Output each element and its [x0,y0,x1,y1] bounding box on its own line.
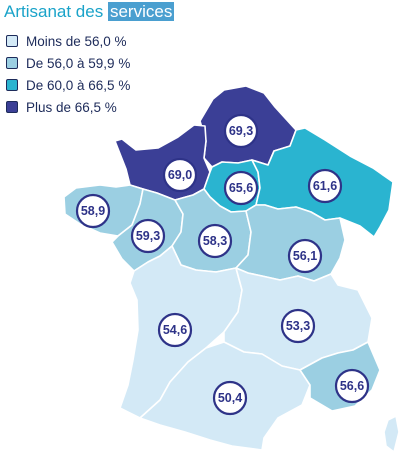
value-label: 56,1 [293,249,317,263]
badge-bretagne: 58,9 [75,193,111,229]
legend-item-mid-low: De 56,0 à 59,9 % [6,52,130,74]
legend-swatch [6,79,18,91]
legend-swatch [6,101,18,113]
value-label: 69,0 [168,168,192,182]
value-label: 59,3 [136,229,160,243]
region-corse [383,415,400,453]
legend-label: Plus de 66,5 % [26,99,117,115]
badge-hauts-de-france: 69,3 [223,113,259,149]
value-label: 56,6 [340,379,364,393]
legend-item-high: Plus de 66,5 % [6,96,130,118]
legend: Moins de 56,0 % De 56,0 à 59,9 % De 60,0… [6,30,130,118]
value-label: 58,9 [81,204,105,218]
badge-occitanie: 50,4 [212,380,248,416]
map-title: Artisanat des services [4,2,175,22]
legend-swatch [6,35,18,47]
value-label: 58,3 [203,234,227,248]
badge-auvergne-rhone-alpes: 53,3 [280,308,316,344]
legend-swatch [6,57,18,69]
value-label: 61,6 [313,179,337,193]
legend-item-low: Moins de 56,0 % [6,30,130,52]
badge-provence-alpes-cote-dazur: 56,6 [334,368,370,404]
badge-grand-est: 61,6 [307,168,343,204]
badge-normandie: 69,0 [162,157,198,193]
value-label: 65,6 [229,181,253,195]
badge-bourgogne-franche-comte: 56,1 [287,238,323,274]
legend-label: De 56,0 à 59,9 % [26,55,131,71]
title-highlight: services [107,2,175,21]
badge-pays-de-la-loire: 59,3 [130,218,166,254]
legend-label: De 60,0 à 66,5 % [26,77,131,93]
badge-centre-val-de-loire: 58,3 [197,223,233,259]
value-label: 69,3 [229,124,253,138]
value-label: 53,3 [286,319,310,333]
value-label: 54,6 [163,323,187,337]
badge-ile-de-france: 65,6 [223,170,259,206]
title-main: Artisanat des [4,2,104,21]
badge-nouvelle-aquitaine: 54,6 [157,312,193,348]
legend-item-mid-high: De 60,0 à 66,5 % [6,74,130,96]
legend-label: Moins de 56,0 % [26,33,127,49]
value-label: 50,4 [218,391,242,405]
